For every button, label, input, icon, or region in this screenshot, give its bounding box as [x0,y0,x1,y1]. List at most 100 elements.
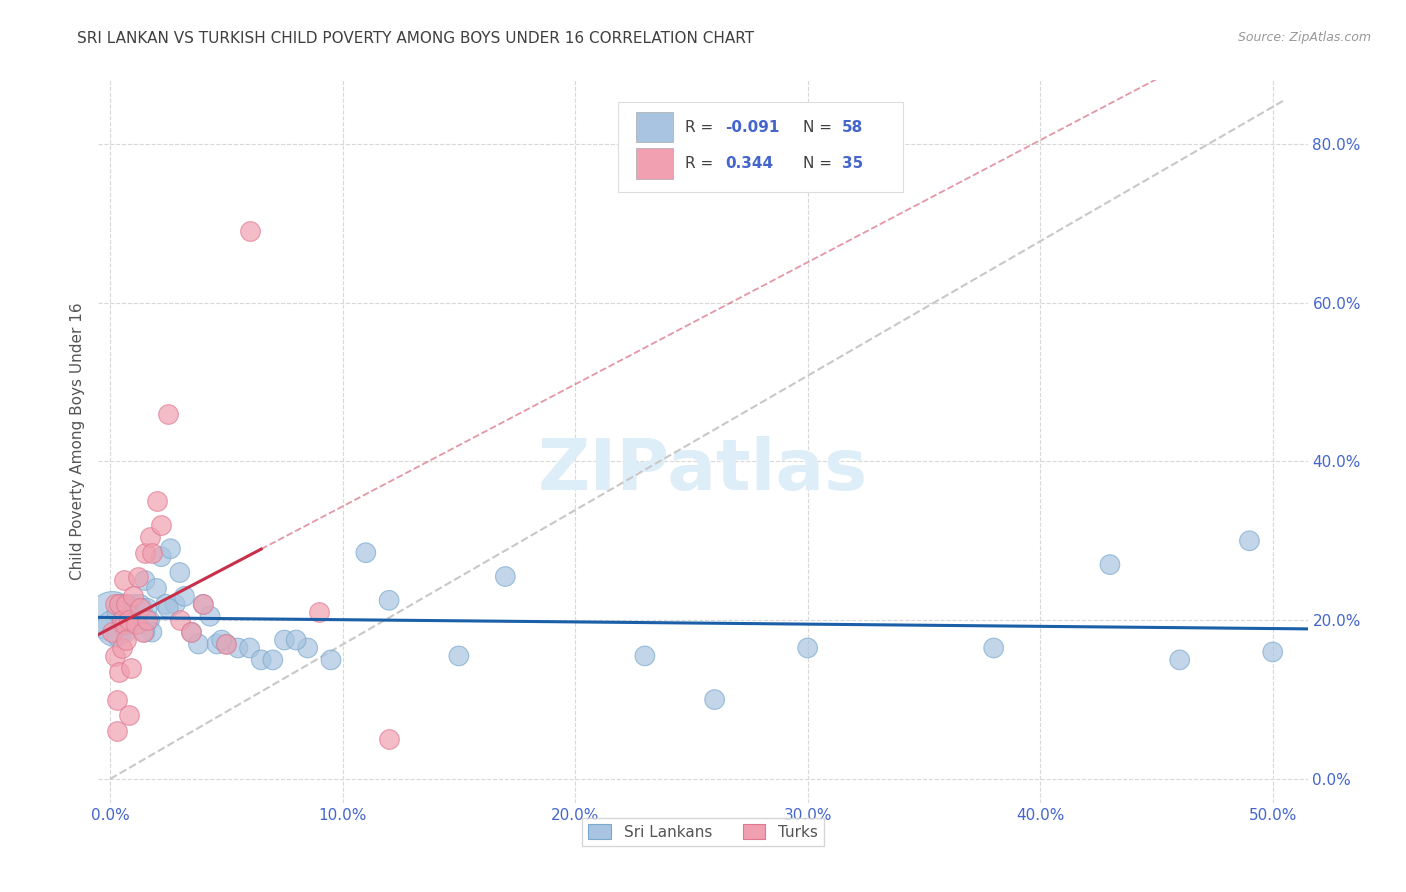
Text: N =: N = [803,156,837,171]
Point [122,597,145,611]
Point [285,633,308,648]
Point [239,640,262,655]
Point [129,601,152,615]
Point [354,546,377,560]
Legend: Sri Lankans, Turks: Sri Lankans, Turks [582,818,824,846]
Point [124,601,146,615]
Point [104,621,127,635]
Point [111,640,134,655]
Point [115,625,138,640]
Point [211,633,233,648]
Text: 35: 35 [842,156,863,171]
Point [104,597,127,611]
Point [169,613,191,627]
Point [129,597,152,611]
Point [134,625,156,640]
Point [205,637,228,651]
Point [983,640,1005,655]
Point [131,601,153,615]
Point [122,590,145,604]
Point [173,590,195,604]
Point [105,605,128,619]
Point [118,613,141,627]
Point [111,613,134,627]
Point [447,648,470,663]
Point [108,665,131,679]
Point [1239,533,1261,548]
Point [1098,558,1121,572]
Point [796,640,818,655]
Point [215,637,238,651]
Point [191,597,214,611]
Text: ZIPatlas: ZIPatlas [538,436,868,505]
Point [115,597,138,611]
Point [141,546,163,560]
Point [115,597,138,611]
Point [145,582,167,596]
Point [105,724,128,739]
Point [187,637,209,651]
Point [180,625,202,640]
Point [101,625,124,640]
Point [308,605,330,619]
Point [250,653,273,667]
Point [191,597,214,611]
Point [150,517,173,532]
Point [134,574,156,588]
Point [101,609,124,624]
Point [118,708,141,723]
Point [198,609,221,624]
Point [180,625,202,640]
Point [1168,653,1191,667]
Point [262,653,284,667]
Point [378,732,401,747]
FancyBboxPatch shape [637,112,672,143]
Point [105,629,128,643]
Point [111,601,134,615]
Text: N =: N = [803,120,837,135]
Y-axis label: Child Poverty Among Boys Under 16: Child Poverty Among Boys Under 16 [70,302,86,581]
Point [136,613,159,627]
Point [105,692,128,706]
Point [138,530,160,544]
Point [239,224,262,238]
Point [131,625,153,640]
Point [134,546,156,560]
Text: -0.091: -0.091 [724,120,779,135]
Point [703,692,725,706]
Point [319,653,342,667]
Point [157,601,180,615]
Point [120,613,142,627]
Point [157,407,180,421]
Point [136,601,159,615]
Point [297,640,319,655]
Point [127,617,149,632]
Point [159,541,181,556]
Point [138,613,160,627]
Point [634,648,657,663]
Point [141,625,163,640]
Text: SRI LANKAN VS TURKISH CHILD POVERTY AMONG BOYS UNDER 16 CORRELATION CHART: SRI LANKAN VS TURKISH CHILD POVERTY AMON… [77,31,755,46]
Point [127,613,149,627]
Point [108,597,131,611]
Point [108,597,131,611]
Text: 58: 58 [842,120,863,135]
Point [165,597,187,611]
Point [155,597,177,611]
Point [115,633,138,648]
Text: R =: R = [685,120,718,135]
FancyBboxPatch shape [619,102,903,193]
Point [112,613,135,627]
Point [215,637,238,651]
Point [112,617,135,632]
Point [124,617,146,632]
Point [145,494,167,508]
Point [226,640,249,655]
Point [150,549,173,564]
Point [169,566,191,580]
Point [1261,645,1284,659]
Text: R =: R = [685,156,718,171]
Point [378,593,401,607]
Point [494,569,516,583]
Text: 0.344: 0.344 [724,156,773,171]
